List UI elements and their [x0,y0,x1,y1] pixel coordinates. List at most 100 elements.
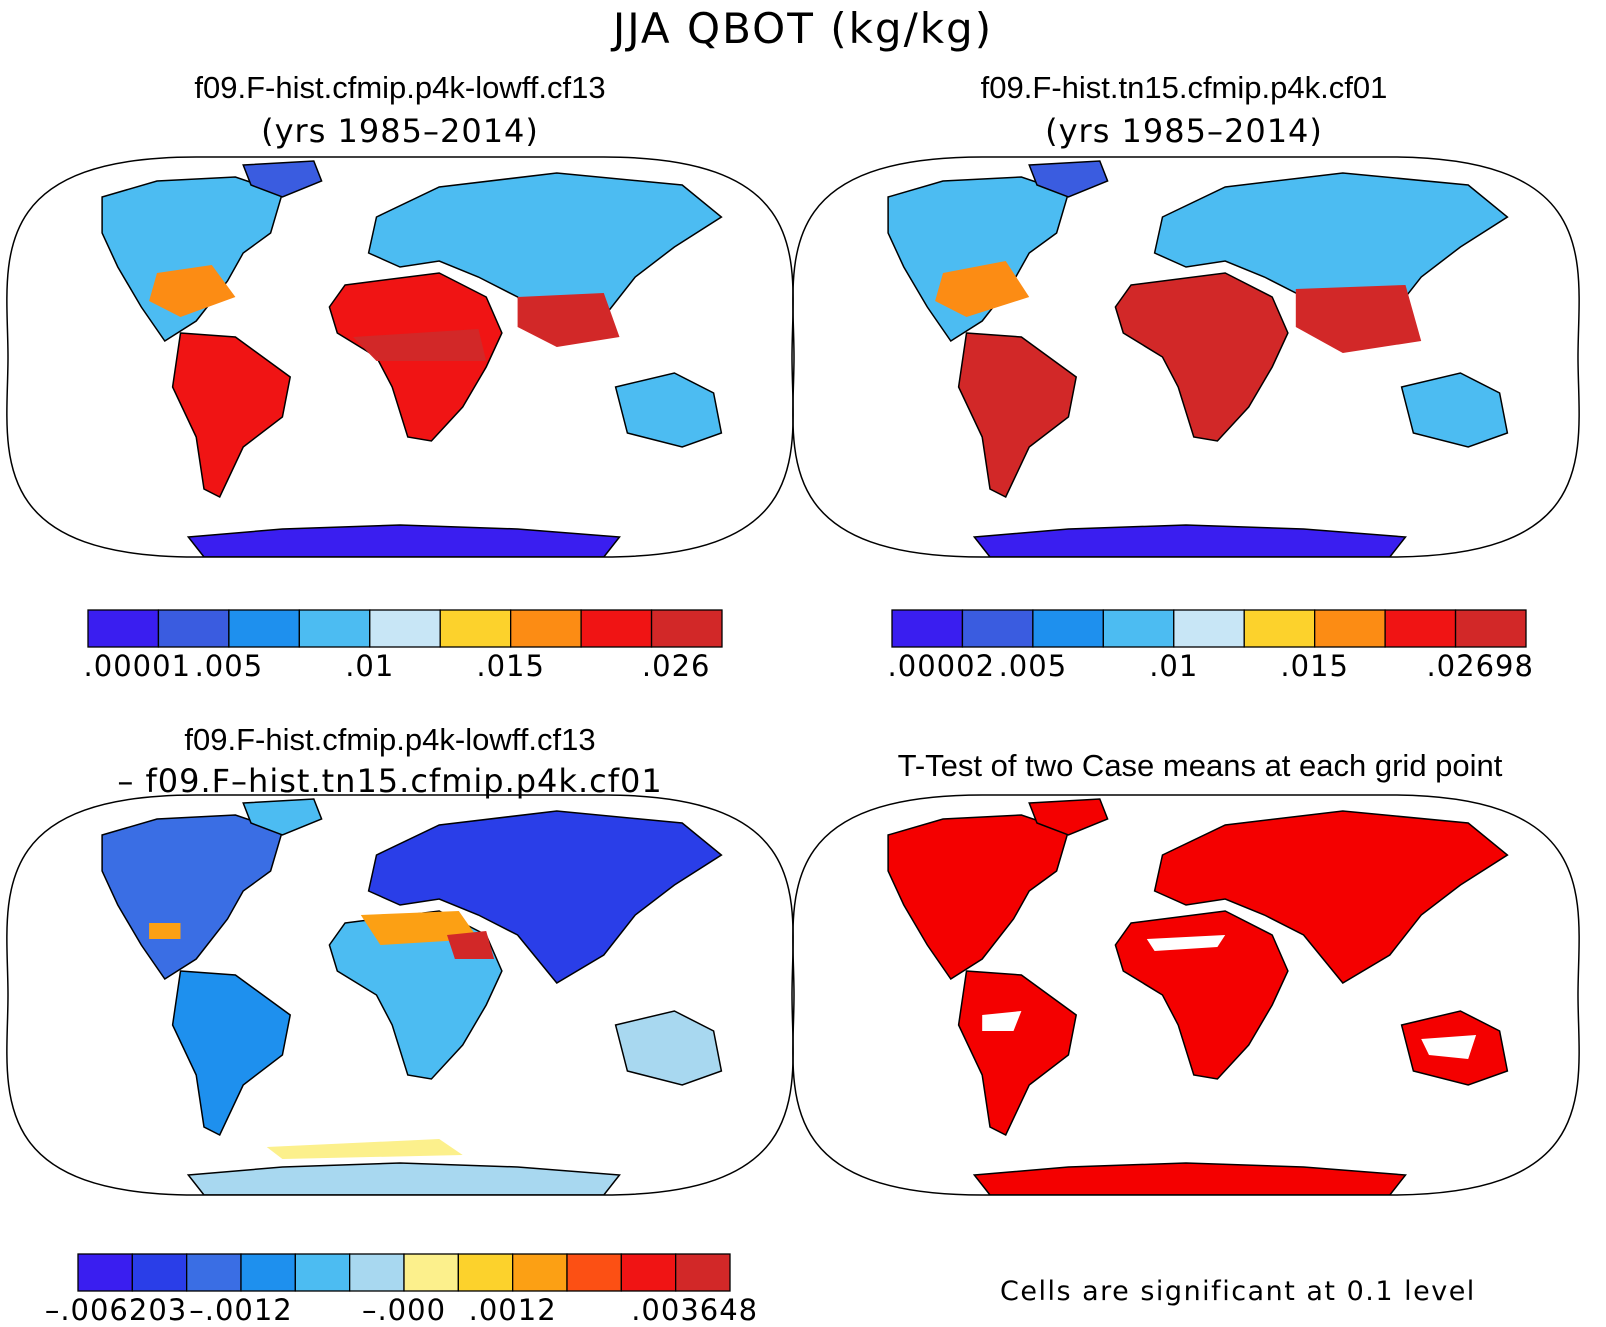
colorbar-swatch [1173,609,1245,648]
continent-greenland [242,160,323,198]
field-patch-2 [982,1011,1022,1031]
map-field-4 [887,798,1509,1195]
map-outline-4 [792,794,1580,1196]
colorbar-swatch [566,1253,622,1292]
colorbar-tick-label: .003648 [631,1293,759,1327]
map-panel-4 [792,794,1580,1196]
map-outline-2 [792,156,1580,558]
colorbar-swatch [457,1253,514,1292]
continent-eurasia [1153,810,1509,984]
panel2-subtitle: (yrs 1985–2014) [1045,112,1323,150]
map-panel-2 [792,156,1580,558]
colorbar-tick-label: .01 [1149,649,1199,683]
continent-greenland [242,798,323,836]
colorbar-swatch [1314,609,1386,648]
continent-eurasia [367,810,723,984]
colorbar-tick-label: .026 [641,649,711,683]
colorbar-swatch [512,1253,568,1292]
colorbar-2 [891,609,1527,648]
colorbar-swatch [620,1253,677,1292]
colorbar-swatch [298,609,371,648]
colorbar-swatch [349,1253,405,1292]
field-patch-3 [149,923,181,939]
map-outline-3 [6,794,794,1196]
colorbar-1 [87,609,723,648]
field-patch-1 [149,265,236,317]
colorbar-tick-label: .00001 [83,649,192,683]
field-patch-1 [1146,935,1226,951]
colorbar-swatch [650,609,723,648]
colorbar-tick-label: .015 [1280,649,1349,683]
continent-northAmerica [887,814,1070,981]
colorbar-tick-label: .005 [194,649,264,683]
continent-greenland [1028,160,1109,198]
colorbar-swatch [1032,609,1104,648]
colorbar-tick-label: .015 [476,649,545,683]
colorbar-swatch [186,1253,242,1292]
colorbar-swatch [77,1253,133,1292]
panel1-subtitle: (yrs 1985–2014) [261,112,539,150]
colorbar-swatch [891,609,964,648]
colorbar-swatch [403,1253,459,1292]
field-patch-4 [266,1139,463,1159]
panel3-title: f09.F-hist.cfmip.p4k-lowff.cf13 [184,722,596,757]
field-patch-3 [1421,1035,1477,1059]
continent-australia [1400,372,1509,448]
colorbar-tick-label: .00002 [887,649,996,683]
colorbar-swatch [1102,609,1175,648]
colorbar-tick-label: .005 [998,649,1068,683]
colorbar-tick-label: .0012 [468,1293,557,1327]
map-outline-1 [6,156,794,558]
continent-southAmerica [171,970,292,1137]
panel4-footnote: Cells are significant at 0.1 level [1000,1276,1476,1307]
field-patch-1 [935,261,1030,317]
colorbar-3 [77,1253,731,1292]
continent-australia [614,1010,723,1086]
colorbar-tick-label: –.006203 [44,1293,188,1327]
continent-southAmerica [171,332,292,499]
continent-africa [1114,910,1289,1080]
field-patch-2 [1295,285,1422,353]
panel1-title: f09.F-hist.cfmip.p4k-lowff.cf13 [194,70,606,105]
colorbar-swatch [675,1253,731,1292]
continent-northAmerica [101,176,284,343]
panel2-title: f09.F-hist.tn15.cfmip.p4k.cf01 [980,70,1388,105]
colorbar-swatch [1384,609,1457,648]
continent-southAmerica [957,332,1078,499]
continent-antarctica [186,1162,621,1195]
field-patch-2 [447,931,495,959]
continent-antarctica [972,524,1407,557]
continent-antarctica [972,1162,1407,1195]
continent-northAmerica [101,814,284,981]
map-field-2 [887,160,1509,557]
map-panel-1 [6,156,794,558]
field-patch-2 [517,293,620,347]
colorbar-swatch [1243,609,1316,648]
panel4-title: T-Test of two Case means at each grid po… [897,748,1503,783]
colorbar-swatch [961,609,1034,648]
continent-africa [1114,272,1289,442]
colorbar-swatch [294,1253,351,1292]
colorbar-swatch [1454,609,1527,648]
colorbar-swatch [240,1253,296,1292]
continent-australia [614,372,723,448]
colorbar-tick-label: .01 [345,649,395,683]
colorbar-swatch [369,609,441,648]
map-panel-3 [6,794,794,1196]
colorbar-tick-label: .02698 [1426,649,1534,683]
continent-antarctica [186,524,621,557]
colorbar-swatch [157,609,230,648]
field-patch-3 [353,329,487,361]
panel3-subtitle: – f09.F–hist.tn15.cfmip.p4k.cf01 [117,762,663,800]
colorbar-swatch [580,609,653,648]
figure-title: JJA QBOT (kg/kg) [612,4,994,53]
colorbar-swatch [87,609,160,648]
continent-greenland [1028,798,1109,836]
colorbar-swatch [228,609,300,648]
continent-northAmerica [887,176,1070,343]
map-field-3 [101,798,723,1195]
colorbar-swatch [510,609,582,648]
continent-southAmerica [957,970,1078,1137]
